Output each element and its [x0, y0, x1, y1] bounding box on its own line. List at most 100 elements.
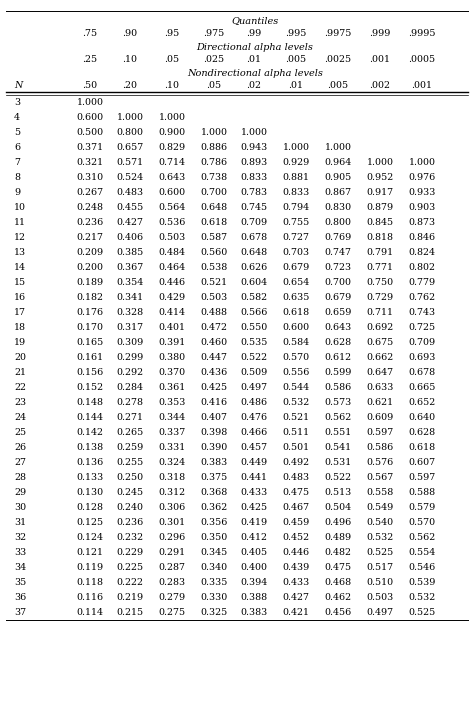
- Text: 0.271: 0.271: [117, 413, 144, 422]
- Text: 31: 31: [14, 518, 26, 527]
- Text: 0.321: 0.321: [76, 158, 103, 167]
- Text: 0.325: 0.325: [201, 608, 228, 617]
- Text: 0.762: 0.762: [409, 293, 436, 302]
- Text: 0.818: 0.818: [366, 233, 393, 242]
- Text: 0.952: 0.952: [366, 173, 393, 182]
- Text: 14: 14: [14, 263, 26, 272]
- Text: 0.459: 0.459: [283, 518, 310, 527]
- Text: 0.119: 0.119: [76, 563, 103, 572]
- Text: 0.291: 0.291: [158, 548, 185, 557]
- Text: 0.771: 0.771: [366, 263, 393, 272]
- Text: 0.535: 0.535: [240, 338, 268, 347]
- Text: 0.337: 0.337: [158, 428, 186, 437]
- Text: 0.407: 0.407: [201, 413, 228, 422]
- Text: 0.573: 0.573: [324, 398, 352, 407]
- Text: 0.525: 0.525: [366, 548, 393, 557]
- Text: 0.118: 0.118: [76, 578, 103, 587]
- Text: 0.544: 0.544: [283, 383, 310, 392]
- Text: 0.665: 0.665: [408, 383, 436, 392]
- Text: 0.703: 0.703: [283, 248, 310, 257]
- Text: 0.714: 0.714: [158, 158, 185, 167]
- Text: 0.462: 0.462: [324, 593, 352, 602]
- Text: 0.586: 0.586: [324, 383, 352, 392]
- Text: 1.000: 1.000: [76, 98, 103, 107]
- Text: 0.700: 0.700: [201, 188, 228, 197]
- Text: 26: 26: [14, 443, 26, 452]
- Text: 0.503: 0.503: [201, 293, 228, 302]
- Text: 0.709: 0.709: [409, 338, 436, 347]
- Text: 0.497: 0.497: [240, 383, 267, 392]
- Text: 0.576: 0.576: [366, 458, 393, 467]
- Text: .10: .10: [122, 55, 137, 63]
- Text: 0.532: 0.532: [283, 398, 310, 407]
- Text: 0.640: 0.640: [409, 413, 436, 422]
- Text: 0.700: 0.700: [325, 278, 352, 287]
- Text: Directional alpha levels: Directional alpha levels: [197, 42, 313, 52]
- Text: 0.648: 0.648: [201, 203, 228, 212]
- Text: 0.248: 0.248: [76, 203, 103, 212]
- Text: 0.486: 0.486: [240, 398, 267, 407]
- Text: 0.626: 0.626: [240, 263, 268, 272]
- Text: 0.436: 0.436: [201, 368, 228, 377]
- Text: 29: 29: [14, 488, 26, 497]
- Text: 0.510: 0.510: [366, 578, 393, 587]
- Text: 0.564: 0.564: [158, 203, 186, 212]
- Text: .20: .20: [122, 81, 137, 89]
- Text: 0.267: 0.267: [76, 188, 103, 197]
- Text: 0.562: 0.562: [324, 413, 352, 422]
- Text: 0.791: 0.791: [366, 248, 393, 257]
- Text: 0.786: 0.786: [201, 158, 228, 167]
- Text: 0.482: 0.482: [325, 548, 352, 557]
- Text: 0.618: 0.618: [201, 218, 228, 227]
- Text: 0.504: 0.504: [324, 503, 352, 512]
- Text: 32: 32: [14, 533, 26, 542]
- Text: 36: 36: [14, 593, 26, 602]
- Text: 0.236: 0.236: [117, 518, 144, 527]
- Text: 0.536: 0.536: [158, 218, 186, 227]
- Text: 0.647: 0.647: [366, 368, 393, 377]
- Text: 0.433: 0.433: [240, 488, 268, 497]
- Text: 0.429: 0.429: [158, 293, 185, 302]
- Text: 0.600: 0.600: [283, 323, 310, 332]
- Text: 0.750: 0.750: [366, 278, 393, 287]
- Text: 0.905: 0.905: [324, 173, 352, 182]
- Text: 25: 25: [14, 428, 26, 437]
- Text: 0.331: 0.331: [158, 443, 186, 452]
- Text: 0.654: 0.654: [283, 278, 310, 287]
- Text: 0.579: 0.579: [409, 503, 436, 512]
- Text: 0.222: 0.222: [117, 578, 144, 587]
- Text: .9975: .9975: [324, 28, 352, 38]
- Text: 0.635: 0.635: [283, 293, 310, 302]
- Text: 0.587: 0.587: [201, 233, 228, 242]
- Text: 0.745: 0.745: [240, 203, 267, 212]
- Text: 0.301: 0.301: [158, 518, 185, 527]
- Text: .005: .005: [328, 81, 348, 89]
- Text: 0.678: 0.678: [240, 233, 267, 242]
- Text: 6: 6: [14, 143, 20, 152]
- Text: 17: 17: [14, 308, 26, 317]
- Text: 0.484: 0.484: [158, 248, 185, 257]
- Text: .005: .005: [285, 55, 307, 63]
- Text: 0.586: 0.586: [366, 443, 393, 452]
- Text: 1.000: 1.000: [366, 158, 393, 167]
- Text: 0.152: 0.152: [76, 383, 103, 392]
- Text: .0025: .0025: [324, 55, 352, 63]
- Text: 1.000: 1.000: [409, 158, 436, 167]
- Text: 0.566: 0.566: [240, 308, 268, 317]
- Text: 3: 3: [14, 98, 20, 107]
- Text: 0.439: 0.439: [283, 563, 310, 572]
- Text: 0.633: 0.633: [366, 383, 394, 392]
- Text: 0.599: 0.599: [324, 368, 352, 377]
- Text: 0.312: 0.312: [158, 488, 185, 497]
- Text: 0.556: 0.556: [283, 368, 310, 377]
- Text: 0.209: 0.209: [76, 248, 103, 257]
- Text: 0.558: 0.558: [366, 488, 393, 497]
- Text: 0.621: 0.621: [366, 398, 393, 407]
- Text: 0.525: 0.525: [409, 608, 436, 617]
- Text: 0.723: 0.723: [324, 263, 352, 272]
- Text: .99: .99: [246, 28, 262, 38]
- Text: 0.588: 0.588: [409, 488, 436, 497]
- Text: 0.597: 0.597: [409, 473, 436, 482]
- Text: .75: .75: [82, 28, 98, 38]
- Text: 0.380: 0.380: [158, 353, 185, 362]
